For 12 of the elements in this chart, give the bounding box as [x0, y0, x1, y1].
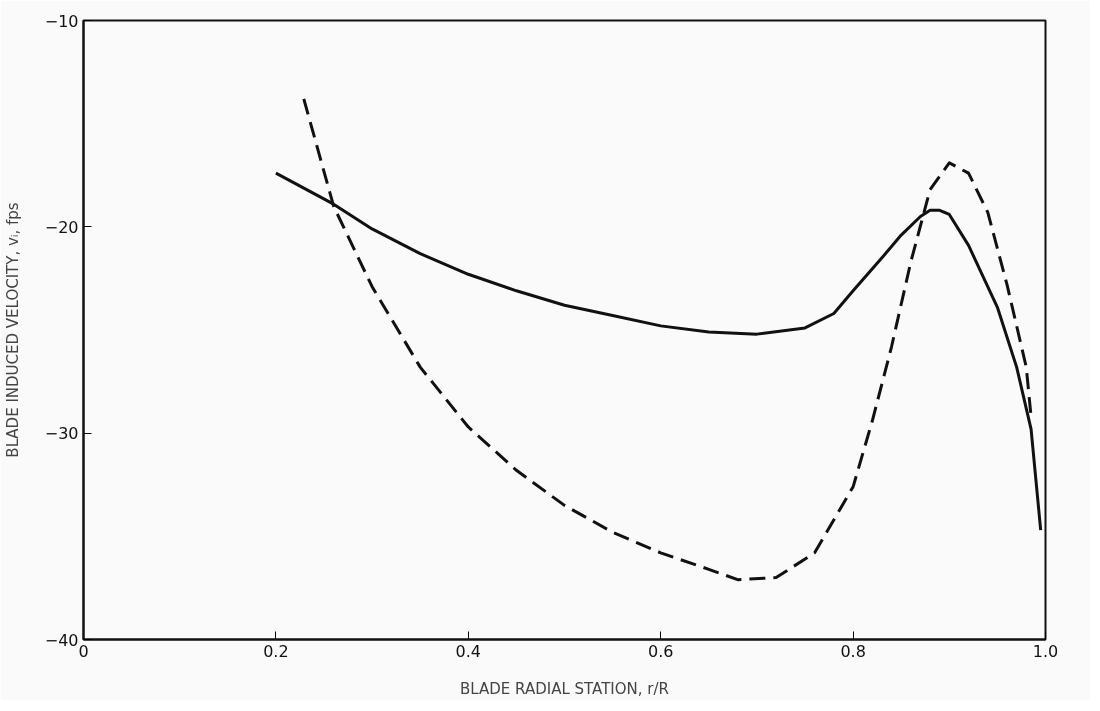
y-axis-title: BLADE INDUCED VELOCITY, vᵢ, fps: [3, 202, 22, 458]
y-tick-label: −30: [44, 424, 79, 444]
x-tick-label: 0.6: [647, 641, 674, 661]
y-tick-label: −40: [44, 630, 79, 650]
y-tick-label: −20: [44, 217, 79, 237]
x-tick-label: 0: [78, 641, 89, 661]
x-axis-title: BLADE RADIAL STATION, r/R: [460, 679, 669, 698]
x-tick-label: 0.2: [263, 641, 289, 661]
y-tick-label: −10: [44, 11, 79, 31]
x-tick-label: 0.8: [840, 641, 866, 661]
x-tick-label: 1.0: [1032, 641, 1059, 661]
x-tick-label: 0.4: [455, 641, 482, 661]
